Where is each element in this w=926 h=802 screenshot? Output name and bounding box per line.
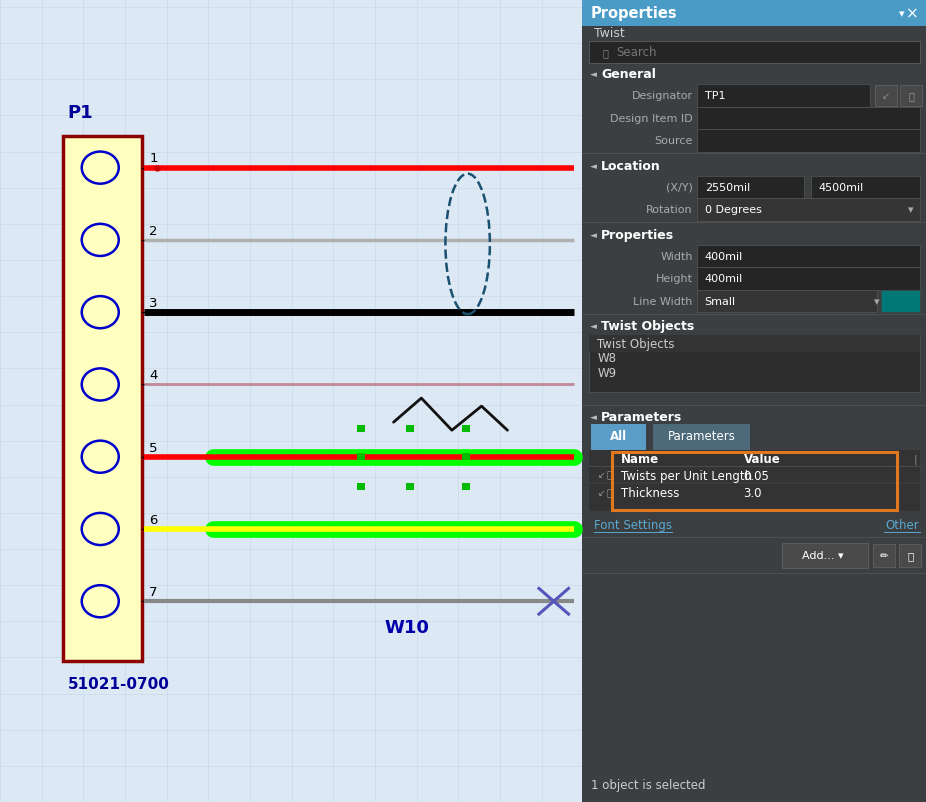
Text: Properties: Properties [591, 6, 678, 21]
Text: 4: 4 [149, 369, 157, 382]
Text: ▾: ▾ [908, 205, 914, 215]
Text: 🔒: 🔒 [607, 471, 612, 480]
Text: Twists per Unit Length: Twists per Unit Length [621, 469, 753, 482]
FancyBboxPatch shape [875, 86, 897, 107]
FancyBboxPatch shape [782, 544, 868, 568]
Text: Add... ▾: Add... ▾ [803, 550, 844, 560]
Text: Thickness: Thickness [621, 487, 680, 500]
FancyBboxPatch shape [357, 425, 365, 433]
Text: ▾: ▾ [874, 297, 880, 306]
Text: ↙: ↙ [597, 488, 605, 498]
Text: All: All [610, 430, 627, 443]
Text: Line Width: Line Width [633, 297, 693, 306]
Text: 6: 6 [149, 513, 157, 526]
FancyBboxPatch shape [461, 483, 469, 490]
Text: Design Item ID: Design Item ID [610, 114, 693, 124]
FancyBboxPatch shape [697, 199, 920, 221]
Text: 🗑: 🗑 [907, 550, 913, 560]
Text: Location: Location [601, 160, 661, 172]
FancyBboxPatch shape [591, 424, 646, 451]
Text: 1: 1 [149, 152, 157, 165]
Text: Name: Name [621, 452, 659, 465]
Text: Search: Search [616, 47, 657, 59]
Text: Value: Value [744, 452, 781, 465]
FancyBboxPatch shape [697, 290, 877, 313]
Text: TP1: TP1 [705, 91, 725, 101]
FancyBboxPatch shape [697, 107, 920, 130]
Text: ◄: ◄ [590, 230, 596, 240]
Text: 400mil: 400mil [705, 274, 743, 284]
FancyBboxPatch shape [899, 545, 921, 567]
Text: Designator: Designator [632, 91, 693, 101]
FancyBboxPatch shape [63, 136, 142, 662]
Text: 2550mil: 2550mil [705, 183, 750, 192]
Text: Small: Small [705, 297, 736, 306]
Text: 400mil: 400mil [705, 252, 743, 261]
FancyBboxPatch shape [653, 424, 750, 451]
Text: Rotation: Rotation [646, 205, 693, 215]
Text: P1: P1 [68, 104, 94, 122]
FancyBboxPatch shape [811, 176, 920, 199]
Text: 7: 7 [149, 585, 157, 598]
FancyBboxPatch shape [357, 454, 365, 460]
Text: Source: Source [655, 136, 693, 146]
Text: Width: Width [660, 252, 693, 261]
FancyBboxPatch shape [589, 335, 920, 393]
FancyBboxPatch shape [406, 483, 415, 490]
Text: ◄: ◄ [590, 322, 596, 331]
Text: 5: 5 [149, 441, 157, 454]
Text: Twist Objects: Twist Objects [601, 320, 694, 333]
FancyBboxPatch shape [582, 0, 926, 27]
FancyBboxPatch shape [589, 335, 920, 353]
Text: Height: Height [656, 274, 693, 284]
Text: Twist: Twist [594, 27, 624, 40]
FancyBboxPatch shape [873, 545, 895, 567]
Text: General: General [601, 68, 656, 81]
Text: (X/Y): (X/Y) [666, 183, 693, 192]
Text: 3.0: 3.0 [744, 487, 762, 500]
FancyBboxPatch shape [589, 451, 920, 512]
Text: 0.05: 0.05 [744, 469, 770, 482]
FancyBboxPatch shape [461, 454, 469, 460]
FancyBboxPatch shape [697, 85, 870, 107]
Text: 1 object is selected: 1 object is selected [591, 778, 706, 791]
Text: 3: 3 [149, 297, 157, 310]
FancyBboxPatch shape [881, 290, 920, 313]
Text: Other: Other [886, 519, 920, 532]
Text: ◄: ◄ [590, 412, 596, 422]
FancyBboxPatch shape [697, 268, 920, 290]
Text: W9: W9 [597, 367, 617, 379]
Text: 51021-0700: 51021-0700 [68, 676, 169, 691]
Text: 🔒: 🔒 [908, 91, 914, 101]
Text: W8: W8 [597, 352, 617, 365]
FancyBboxPatch shape [406, 425, 415, 433]
FancyBboxPatch shape [697, 176, 804, 199]
Text: Properties: Properties [601, 229, 674, 241]
Text: 0 Degrees: 0 Degrees [705, 205, 761, 215]
Text: Font Settings: Font Settings [594, 519, 671, 532]
Text: Parameters: Parameters [668, 430, 736, 443]
FancyBboxPatch shape [589, 42, 920, 64]
Text: 4500mil: 4500mil [819, 183, 864, 192]
Text: |: | [914, 453, 918, 464]
Text: ×: × [906, 6, 919, 21]
FancyBboxPatch shape [582, 0, 926, 802]
FancyBboxPatch shape [697, 130, 920, 152]
FancyBboxPatch shape [461, 425, 469, 433]
Text: ↙: ↙ [882, 91, 890, 101]
Text: ◄: ◄ [590, 161, 596, 171]
Text: ▾: ▾ [899, 9, 905, 18]
Text: W10: W10 [384, 618, 429, 636]
Text: 🔍: 🔍 [603, 48, 608, 58]
FancyBboxPatch shape [357, 483, 365, 490]
Text: ↙: ↙ [597, 471, 605, 480]
Text: ◄: ◄ [590, 70, 596, 79]
FancyBboxPatch shape [900, 86, 922, 107]
Text: 2: 2 [149, 225, 157, 237]
Text: Twist Objects: Twist Objects [597, 338, 675, 350]
FancyBboxPatch shape [697, 245, 920, 268]
Text: ✏: ✏ [880, 550, 889, 560]
Text: 🔒: 🔒 [607, 488, 612, 498]
Text: Parameters: Parameters [601, 411, 682, 423]
